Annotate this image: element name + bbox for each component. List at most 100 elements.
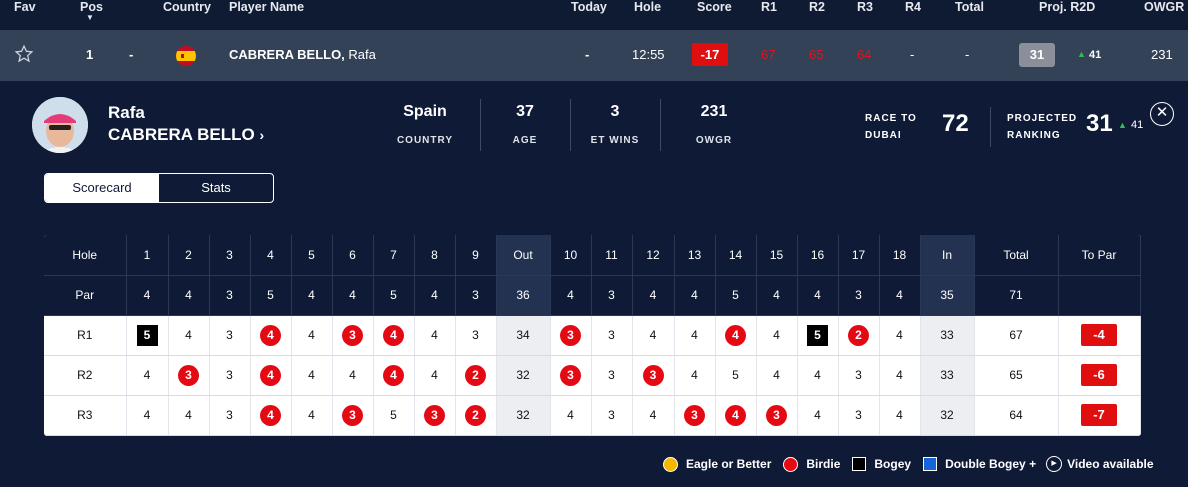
hole-number: Out bbox=[496, 235, 551, 276]
leaderboard-header: Fav Pos ▼ Country Player Name Today Hole… bbox=[0, 0, 1188, 30]
col-r2: R2 bbox=[809, 0, 825, 14]
birdie-score: 4 bbox=[260, 404, 281, 426]
score-cell: 3 bbox=[632, 355, 675, 396]
header-row: Hole 1 2 3 4 5 6 7 8 9 Out 10 11 12 13 14 15 16 17 18 In Tota… bbox=[44, 235, 1141, 276]
hole-number: 4 bbox=[168, 275, 210, 316]
row-label: Hole bbox=[44, 235, 127, 276]
score-cell: 4 bbox=[756, 355, 798, 396]
col-total: Total bbox=[955, 0, 984, 14]
r2-value: 65 bbox=[809, 47, 824, 62]
score-cell: -7 bbox=[1058, 395, 1141, 436]
hole-number: 4 bbox=[550, 275, 592, 316]
total-value: - bbox=[965, 47, 970, 62]
star-icon[interactable] bbox=[14, 44, 34, 67]
r3-value: 64 bbox=[857, 47, 872, 62]
hole-number: 4 bbox=[756, 275, 798, 316]
legend-bogey: Bogey bbox=[874, 457, 912, 471]
hole-number: 71 bbox=[974, 275, 1059, 316]
score-cell: 33 bbox=[920, 315, 975, 356]
row-label: Par bbox=[44, 275, 127, 316]
hole-number: 3 bbox=[455, 275, 497, 316]
avatar bbox=[32, 97, 88, 153]
legend-eagle: Eagle or Better bbox=[686, 457, 772, 471]
double-bogey-legend-icon bbox=[923, 457, 938, 471]
score-cell: 3 bbox=[455, 315, 497, 356]
score-cell: 2 bbox=[838, 315, 880, 356]
score-cell: 5 bbox=[126, 315, 169, 356]
player-name[interactable]: CABRERA BELLO, Rafa bbox=[229, 47, 376, 62]
hole-number: 5 bbox=[373, 275, 415, 316]
score-cell: 3 bbox=[591, 355, 633, 396]
player-row[interactable]: 1 - CABRERA BELLO, Rafa - 12:55 -17 67 6… bbox=[0, 30, 1188, 81]
score-cell: 4 bbox=[126, 395, 169, 436]
score-cell: 4 bbox=[715, 395, 757, 436]
stat-owgr: 231 OWGR bbox=[695, 103, 733, 146]
birdie-score: 3 bbox=[560, 324, 581, 346]
score-cell: 5 bbox=[797, 315, 839, 356]
col-player: Player Name bbox=[229, 0, 305, 14]
hole-number bbox=[1058, 275, 1141, 316]
close-icon[interactable]: ✕ bbox=[1150, 102, 1174, 126]
hole-number: 35 bbox=[920, 275, 975, 316]
score-cell: 4 bbox=[632, 315, 675, 356]
birdie-score: 3 bbox=[178, 364, 199, 386]
divider bbox=[990, 107, 991, 147]
col-pos[interactable]: Pos bbox=[80, 0, 103, 14]
legend-double-bogey: Double Bogey + bbox=[945, 457, 1037, 471]
score-cell: 3 bbox=[414, 395, 456, 436]
eagle-legend-icon bbox=[663, 456, 678, 472]
col-score: Score bbox=[697, 0, 732, 14]
hole-number: 4 bbox=[879, 275, 921, 316]
sort-caret-icon[interactable]: ▼ bbox=[86, 13, 94, 22]
score-cell: 4 bbox=[168, 395, 210, 436]
col-today: Today bbox=[571, 0, 607, 14]
player-detail-panel: Rafa CABRERA BELLO › Spain COUNTRY 37 AGE … bbox=[0, 81, 1188, 487]
row-label: R1 bbox=[44, 315, 127, 356]
score-cell: 4 bbox=[756, 315, 798, 356]
tab-stats[interactable]: Stats bbox=[201, 180, 231, 195]
birdie-score: 4 bbox=[725, 404, 746, 426]
hole-number: 17 bbox=[838, 235, 880, 276]
tee-time: 12:55 bbox=[632, 47, 665, 62]
today-value: - bbox=[585, 47, 590, 62]
score-cell: 3 bbox=[838, 395, 880, 436]
score-cell: 4 bbox=[250, 355, 292, 396]
score-cell: 4 bbox=[879, 395, 921, 436]
hole-number: 16 bbox=[797, 235, 839, 276]
hole-number: 4 bbox=[250, 235, 292, 276]
up-arrow-icon: ▲ bbox=[1077, 49, 1086, 59]
tab-scorecard[interactable]: Scorecard bbox=[45, 174, 159, 202]
last-name[interactable]: CABRERA BELLO › bbox=[108, 125, 265, 144]
score-cell: 3 bbox=[550, 355, 592, 396]
birdie-score: 3 bbox=[560, 364, 581, 386]
hole-number: 6 bbox=[332, 235, 374, 276]
birdie-score: 2 bbox=[465, 364, 486, 386]
birdie-score: 3 bbox=[684, 404, 705, 426]
divider bbox=[570, 99, 571, 151]
race-to-dubai-value: 72 bbox=[942, 110, 969, 137]
score-cell: 4 bbox=[250, 315, 292, 356]
score-cell: 2 bbox=[455, 395, 497, 436]
first-name: Rafa bbox=[108, 103, 145, 122]
scorecard-table: Hole 1 2 3 4 5 6 7 8 9 Out 10 11 12 13 14 15 16 17 18 In Tota… bbox=[44, 235, 1141, 436]
to-par-badge: -4 bbox=[1081, 324, 1117, 346]
hole-number: 10 bbox=[550, 235, 592, 276]
score-cell: 4 bbox=[373, 315, 415, 356]
chevron-right-icon[interactable]: › bbox=[259, 127, 265, 143]
hole-number: 5 bbox=[291, 235, 333, 276]
hole-number: To Par bbox=[1058, 235, 1141, 276]
score-cell: 4 bbox=[291, 315, 333, 356]
hole-number: Total bbox=[974, 235, 1059, 276]
row-label: R2 bbox=[44, 355, 127, 396]
hole-number: 15 bbox=[756, 235, 798, 276]
score-cell: 3 bbox=[674, 395, 716, 436]
hole-number: 7 bbox=[373, 235, 415, 276]
score-cell: 3 bbox=[838, 355, 880, 396]
proj-rank-badge: 31 bbox=[1019, 43, 1055, 67]
bogey-legend-icon bbox=[852, 457, 867, 471]
score-cell: 32 bbox=[920, 395, 975, 436]
hole-number: 4 bbox=[332, 275, 374, 316]
score-cell: 4 bbox=[674, 315, 716, 356]
score-cell: 3 bbox=[209, 355, 251, 396]
score-cell: 32 bbox=[496, 395, 551, 436]
